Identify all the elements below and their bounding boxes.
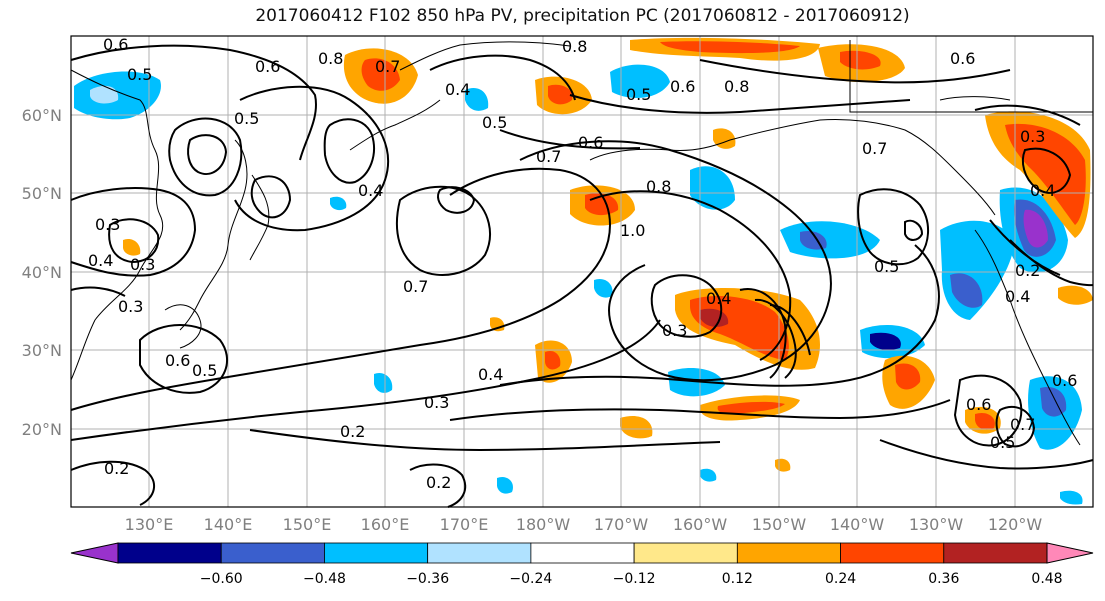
- contour-label: 0.5: [990, 433, 1015, 452]
- colorbar-tick-label: 0.24: [825, 571, 856, 587]
- lon-label: 170°E: [440, 515, 489, 534]
- longitude-labels: 130°E 140°E 150°E 160°E 170°E 180°W 170°…: [125, 515, 1043, 534]
- colorbar-ticks: −0.60 −0.48 −0.36 −0.24 −0.12 0.12 0.24 0.36 0.4…: [200, 571, 1063, 587]
- colorbar-tick-label: 0.48: [1031, 571, 1062, 587]
- colorbar-cell: [736, 542, 841, 564]
- lon-label: 160°E: [361, 515, 410, 534]
- contour-label: 0.6: [255, 57, 280, 76]
- contour-label: 0.8: [724, 77, 749, 96]
- contour-label: 0.3: [95, 215, 120, 234]
- contour-label: 0.7: [536, 147, 561, 166]
- contour-label: 0.5: [234, 109, 259, 128]
- contour-label: 0.8: [318, 49, 343, 68]
- colorbar-tick-label: −0.24: [509, 571, 552, 587]
- contour-label: 0.2: [340, 422, 365, 441]
- contour-labels: 0.6 0.8 0.7 0.6 0.5 0.4 0.5 0.8 0.8 0.6 …: [88, 35, 1077, 492]
- colorbar-cell: [117, 542, 222, 564]
- map-title: 2017060412 F102 850 hPa PV, precipitatio…: [255, 6, 910, 26]
- contour-label: 0.6: [1052, 371, 1077, 390]
- contour-label: 0.4: [88, 251, 113, 270]
- contour-label: 0.4: [445, 80, 470, 99]
- contour-label: 0.2: [1015, 261, 1040, 280]
- contour-label: 0.6: [966, 395, 991, 414]
- colorbar-tick-label: 0.12: [722, 571, 753, 587]
- contour-label: 0.5: [192, 361, 217, 380]
- colorbar-tick-label: −0.48: [303, 571, 346, 587]
- contour-label: 0.3: [424, 393, 449, 412]
- lon-label: 150°W: [752, 515, 807, 534]
- pv-contours: [70, 44, 1094, 508]
- colorbar-low-extend: [70, 542, 119, 564]
- latitude-labels: 60°N 50°N 40°N 30°N 20°N: [22, 106, 62, 439]
- contour-label: 0.8: [562, 37, 587, 56]
- contour-label: 0.6: [950, 49, 975, 68]
- contour-label: 0.5: [482, 113, 507, 132]
- contour-label: 0.3: [130, 255, 155, 274]
- contour-label: 0.5: [626, 85, 651, 104]
- lat-label-50n: 50°N: [22, 184, 62, 203]
- lon-label: 160°W: [673, 515, 728, 534]
- colorbar-cell: [427, 542, 532, 564]
- colorbar-cell: [633, 542, 738, 564]
- colorbar: −0.60 −0.48 −0.36 −0.24 −0.12 0.12 0.24 0.36 0.4…: [70, 542, 1094, 587]
- contour-label: 0.5: [874, 257, 899, 276]
- lon-label: 130°E: [125, 515, 174, 534]
- contour-label: 0.4: [478, 365, 503, 384]
- colorbar-cell: [530, 542, 635, 564]
- lat-label-20n: 20°N: [22, 420, 62, 439]
- colorbar-high-extend: [1046, 542, 1094, 564]
- lon-label: 180°W: [516, 515, 571, 534]
- contour-label: 0.3: [118, 297, 143, 316]
- contour-label: 0.6: [578, 133, 603, 152]
- contour-label: 0.6: [670, 77, 695, 96]
- colorbar-tick-label: −0.12: [613, 571, 656, 587]
- colorbar-cell: [324, 542, 429, 564]
- contour-label: 0.7: [1010, 415, 1035, 434]
- colorbar-cell: [943, 542, 1048, 564]
- contour-label: 0.7: [862, 139, 887, 158]
- lat-label-30n: 30°N: [22, 341, 62, 360]
- colorbar-cell: [840, 542, 945, 564]
- contour-label: 0.3: [1020, 127, 1045, 146]
- lat-label-60n: 60°N: [22, 106, 62, 125]
- contour-label: 0.5: [127, 65, 152, 84]
- contour-label: 0.2: [426, 473, 451, 492]
- colorbar-cell: [220, 542, 325, 564]
- colorbar-cells: [117, 542, 1048, 564]
- lon-label: 140°E: [204, 515, 253, 534]
- lon-label: 170°W: [594, 515, 649, 534]
- contour-label: 0.3: [662, 321, 687, 340]
- contour-label: 0.8: [646, 177, 671, 196]
- graticule: [71, 36, 1093, 507]
- colorbar-tick-label: −0.60: [200, 571, 243, 587]
- colorbar-tick-label: 0.36: [928, 571, 959, 587]
- map-frame: [70, 35, 1094, 508]
- precip-shading: [74, 37, 1093, 505]
- contour-label: 1.0: [620, 221, 645, 240]
- contour-label: 0.6: [165, 351, 190, 370]
- lon-label: 150°E: [283, 515, 332, 534]
- contour-label: 0.4: [1005, 287, 1030, 306]
- contour-label: 0.6: [103, 35, 128, 54]
- lon-label: 130°W: [909, 515, 964, 534]
- contour-label: 0.4: [1030, 181, 1055, 200]
- contour-label: 0.7: [375, 57, 400, 76]
- lat-label-40n: 40°N: [22, 263, 62, 282]
- contour-label: 0.7: [403, 277, 428, 296]
- colorbar-tick-label: −0.36: [406, 571, 449, 587]
- contour-label: 0.2: [104, 459, 129, 478]
- contour-label: 0.4: [706, 289, 731, 308]
- lon-label: 120°W: [988, 515, 1043, 534]
- lon-label: 140°W: [830, 515, 885, 534]
- contour-label: 0.4: [358, 181, 383, 200]
